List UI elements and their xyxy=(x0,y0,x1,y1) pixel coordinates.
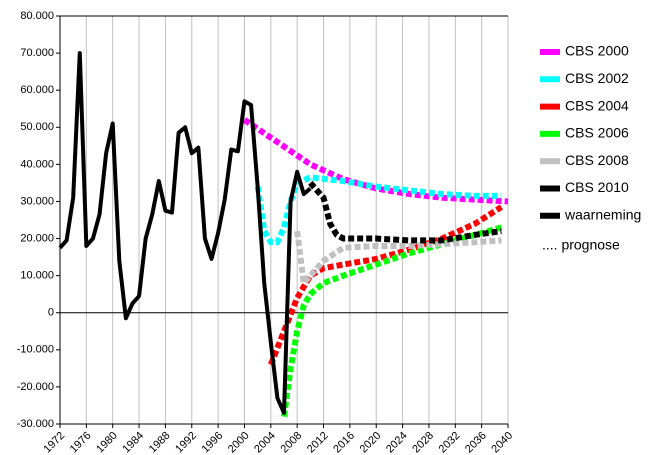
x-tick-label: 1980 xyxy=(94,430,120,455)
x-tick-label: 1988 xyxy=(147,430,173,455)
x-tick-label: 2036 xyxy=(463,430,489,455)
series-line xyxy=(268,204,504,366)
x-tick-label: 2024 xyxy=(384,430,410,455)
legend-label: waarneming xyxy=(564,207,641,223)
y-tick-label: 0 xyxy=(48,307,54,319)
x-tick-label: 2008 xyxy=(279,430,305,455)
x-tick-label: 1992 xyxy=(173,430,199,455)
x-tick-label: 2012 xyxy=(305,430,331,455)
series-line xyxy=(294,230,502,287)
legend-label: CBS 2000 xyxy=(565,43,629,59)
x-tick-label: 2028 xyxy=(410,430,436,455)
series-line xyxy=(308,180,502,244)
y-tick-label: -30.000 xyxy=(17,418,54,430)
x-tick-label: 2016 xyxy=(331,430,357,455)
legend-note: .... prognose xyxy=(542,237,620,253)
series-line xyxy=(281,224,503,417)
x-tick-label: 1976 xyxy=(68,430,94,455)
y-tick-label: 70.000 xyxy=(20,47,54,59)
series-line xyxy=(254,174,502,246)
y-tick-label: 80.000 xyxy=(20,10,54,22)
y-tick-label: 60.000 xyxy=(20,84,54,96)
y-tick-label: 30.000 xyxy=(20,195,54,207)
legend-label: CBS 2006 xyxy=(565,125,629,141)
series-line xyxy=(58,51,312,415)
x-tick-label: 2032 xyxy=(437,430,463,455)
x-tick-label: 1996 xyxy=(199,430,225,455)
x-tick-label: 2000 xyxy=(226,430,252,455)
x-tick-label: 2020 xyxy=(358,430,384,455)
y-tick-label: 10.000 xyxy=(20,270,54,282)
legend-label: CBS 2008 xyxy=(565,152,629,168)
x-tick-label: 1984 xyxy=(120,430,146,455)
legend-label: CBS 2004 xyxy=(565,97,629,113)
x-tick-label: 2004 xyxy=(252,430,278,455)
x-tick-label: 2040 xyxy=(489,430,515,455)
legend-label: CBS 2010 xyxy=(565,179,629,195)
legend-label: CBS 2002 xyxy=(565,70,629,86)
y-tick-label: 50.000 xyxy=(20,121,54,133)
y-tick-label: -10.000 xyxy=(17,344,54,356)
x-tick-label: 1972 xyxy=(41,430,67,455)
y-tick-label: 40.000 xyxy=(20,158,54,170)
y-tick-label: 20.000 xyxy=(20,232,54,244)
y-tick-label: -20.000 xyxy=(17,381,54,393)
